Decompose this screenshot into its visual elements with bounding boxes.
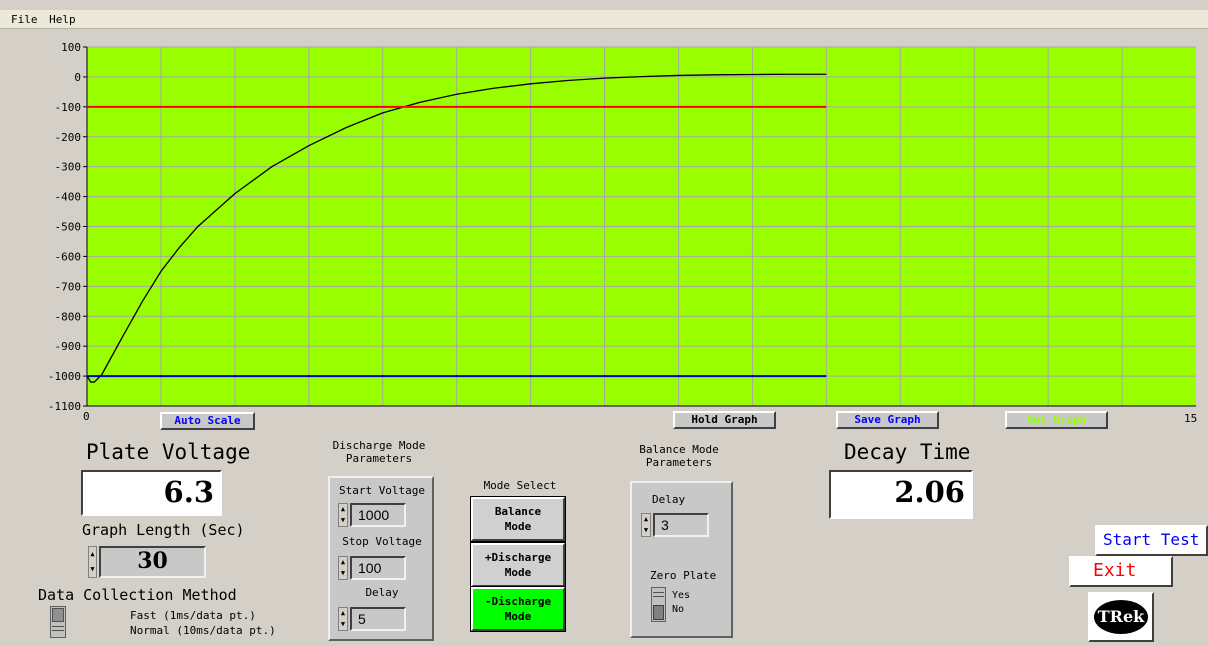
stop-voltage-spinner[interactable]: ▲ ▼ (338, 556, 348, 580)
normal-option-label: Normal (10ms/data pt.) (130, 624, 276, 637)
get-graph-button[interactable]: Get Graph (1005, 411, 1108, 429)
plus-discharge-line2: Mode (504, 566, 532, 579)
zero-plate-no-label: No (672, 604, 685, 615)
y-tick-label: -500 (55, 221, 82, 234)
start-voltage-spinner[interactable]: ▲ ▼ (338, 503, 348, 527)
y-tick-label: -800 (55, 310, 82, 323)
y-tick-label: -400 (55, 191, 82, 204)
balance-params-box: Delay ▲ ▼ 3 Zero Plate Yes No (630, 481, 733, 638)
graph-length-spinner[interactable]: ▲ ▼ (88, 546, 97, 578)
start-voltage-field[interactable]: 1000 (350, 503, 406, 527)
balance-delay-label: Delay (652, 493, 686, 506)
y-tick-label: -900 (55, 340, 82, 353)
y-tick-label: -700 (55, 280, 82, 293)
zero-plate-label: Zero Plate (650, 569, 717, 582)
balance-delay-spinner[interactable]: ▲ ▼ (641, 513, 651, 537)
zero-plate-yes-label: Yes (672, 590, 691, 601)
balance-mode-line2: Mode (504, 520, 532, 533)
y-tick-label: 100 (61, 41, 81, 54)
menu-help[interactable]: Help (49, 13, 76, 26)
toggle-line (52, 626, 64, 627)
menu-file[interactable]: File (11, 13, 38, 26)
plate-voltage-title: Plate Voltage (86, 440, 251, 464)
stop-voltage-field[interactable]: 100 (350, 556, 406, 580)
plate-voltage-display: 6.3 (81, 470, 222, 516)
trek-logo-mark: TRek (1094, 600, 1148, 634)
chart-svg: 100 0 -100 -200 -300 -400 -500 -600 -700 -800 -900… (48, 41, 1197, 425)
hold-graph-button[interactable]: Hold Graph (673, 411, 776, 429)
zero-plate-handle (653, 605, 664, 620)
toggle-line (653, 596, 664, 597)
y-tick-label: -200 (55, 131, 82, 144)
balance-mode-button[interactable]: Balance Mode (470, 496, 566, 542)
data-collection-toggle[interactable] (50, 606, 66, 638)
discharge-delay-field[interactable]: 5 (350, 607, 406, 631)
decay-time-display: 2.06 (829, 470, 973, 519)
balance-title-line2: Parameters (645, 456, 713, 469)
balance-params-title: Balance Mode Parameters (620, 443, 738, 469)
exit-button[interactable]: Exit (1069, 556, 1173, 587)
discharge-delay-spinner[interactable]: ▲ ▼ (338, 607, 348, 631)
toggle-handle (52, 608, 64, 622)
y-tick-label: -1000 (48, 370, 81, 383)
balance-delay-control[interactable]: ▲ ▼ 3 (641, 513, 709, 537)
balance-title-line1: Balance Mode (639, 443, 719, 456)
y-tick-label: -300 (55, 161, 82, 174)
decay-time-title: Decay Time (844, 440, 971, 464)
minus-discharge-mode-button[interactable]: -Discharge Mode (470, 586, 566, 632)
stop-voltage-control[interactable]: ▲ ▼ 100 (338, 556, 406, 580)
minus-discharge-line1: -Discharge (484, 595, 552, 608)
plus-discharge-line1: +Discharge (484, 551, 552, 564)
mode-select-title: Mode Select (483, 479, 557, 492)
plus-discharge-mode-button[interactable]: +Discharge Mode (470, 542, 566, 588)
discharge-delay-control[interactable]: ▲ ▼ 5 (338, 607, 406, 631)
graph-length-field[interactable]: 30 (99, 546, 206, 578)
save-graph-button[interactable]: Save Graph (836, 411, 939, 429)
trek-logo: TRek (1088, 592, 1154, 642)
decay-chart: 100 0 -100 -200 -300 -400 -500 -600 -700 -800 -900… (0, 30, 1208, 432)
y-tick-label: -100 (55, 101, 82, 114)
graph-length-control[interactable]: ▲ ▼ 30 (88, 546, 206, 578)
y-tick-label: -1100 (48, 400, 81, 413)
auto-scale-button[interactable]: Auto Scale (160, 412, 255, 430)
x-tick-label: 0 (83, 410, 90, 423)
discharge-params-box: Start Voltage ▲ ▼ 1000 Stop Voltage ▲ ▼ 10… (328, 476, 434, 641)
toggle-line (653, 592, 664, 593)
start-test-button[interactable]: Start Test (1095, 525, 1208, 556)
stop-voltage-label: Stop Voltage (342, 535, 422, 548)
discharge-delay-label: Delay (365, 586, 399, 599)
discharge-title-line1: Discharge Mode (332, 439, 426, 452)
series-line-0 (86, 73, 827, 383)
menu-bar: File Help (0, 10, 1208, 29)
toggle-line (52, 630, 64, 631)
y-tick-label: -600 (55, 250, 82, 263)
balance-delay-field[interactable]: 3 (653, 513, 709, 537)
x-tick-label: 15 (1184, 412, 1197, 425)
y-tick-label: 0 (74, 71, 81, 84)
fast-option-label: Fast (1ms/data pt.) (130, 609, 256, 622)
start-voltage-control[interactable]: ▲ ▼ 1000 (338, 503, 406, 527)
data-collection-title: Data Collection Method (38, 586, 237, 604)
zero-plate-toggle[interactable] (651, 587, 666, 622)
minus-discharge-line2: Mode (504, 610, 532, 623)
balance-mode-line1: Balance (494, 505, 542, 518)
discharge-params-title: Discharge Mode Parameters (318, 439, 440, 465)
graph-length-label: Graph Length (Sec) (82, 521, 245, 539)
discharge-title-line2: Parameters (345, 452, 413, 465)
start-voltage-label: Start Voltage (338, 484, 426, 497)
